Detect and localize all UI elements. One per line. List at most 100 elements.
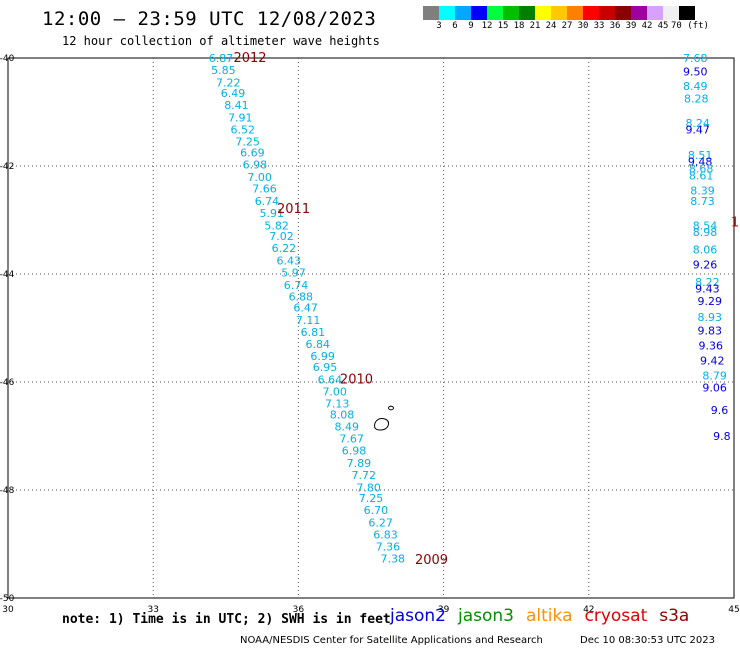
footnote: note: 1) Time is in UTC; 2) SWH is in fe…: [62, 612, 391, 627]
pass-time-label: 1: [731, 216, 739, 231]
wave-height-value: 8.93: [698, 311, 723, 324]
wave-height-value: 6.43: [276, 255, 301, 268]
wave-height-value: 8.61: [689, 170, 714, 183]
wave-height-value: 7.25: [359, 492, 384, 505]
wave-height-value: 6.84: [306, 338, 331, 351]
legend-label: 21: [529, 21, 541, 31]
latitude-tick-label: -46: [0, 378, 15, 388]
legend-label: 3: [436, 21, 442, 31]
wave-height-value: 7.38: [381, 553, 406, 566]
legend-label: 12: [481, 21, 493, 31]
wave-height-value: 8.73: [690, 195, 715, 208]
wave-height-value: 7.91: [228, 111, 253, 124]
legend-swatch: [631, 6, 647, 20]
wave-height-value: 9.50: [683, 66, 708, 79]
wave-height-value: 6.88: [289, 291, 314, 304]
latitude-tick-label: -44: [0, 270, 15, 280]
legend-swatch: [535, 6, 551, 20]
pass-time-label: 2010: [340, 372, 373, 387]
satellite-name: jason3: [458, 606, 514, 626]
wave-height-value: 6.87: [209, 52, 234, 65]
satellite-name: jason2: [390, 606, 446, 626]
wave-height-value: 6.81: [301, 326, 326, 339]
wave-height-value: 8.68: [689, 163, 714, 176]
island-outline: [374, 418, 390, 431]
longitude-tick-label: 33: [147, 605, 158, 615]
legend-swatch: [455, 6, 471, 20]
wave-height-value: 8.49: [335, 420, 360, 433]
wave-height-value: 7.13: [325, 398, 350, 411]
legend-label: 33: [593, 21, 605, 31]
wave-height-value: 9.83: [698, 325, 723, 338]
legend-label: 24: [545, 21, 557, 31]
island-outline: [388, 405, 394, 411]
wave-height-value: 9.43: [695, 283, 720, 296]
legend-label: 70 (ft): [671, 21, 709, 31]
wave-height-value: 8.24: [685, 117, 710, 130]
wave-height-value: 7.67: [339, 433, 364, 446]
legend-label: 30: [577, 21, 589, 31]
wave-height-value: 6.83: [373, 528, 398, 541]
wave-height-value: 6.52: [230, 123, 255, 136]
legend-labels: 3 6 9 12 15 18 21 24 27 30 33 36 39 42 45 70 (ft): [423, 20, 711, 32]
wave-height-value: 7.89: [347, 457, 372, 470]
pass-time-label: 2011: [277, 202, 310, 217]
legend-swatch: [439, 6, 455, 20]
latitude-tick-label: -42: [0, 162, 14, 172]
wave-height-value: 7.00: [247, 171, 272, 184]
wave-height-value: 8.79: [702, 370, 727, 383]
legend-label: 6: [452, 21, 458, 31]
legend-swatch: [663, 6, 679, 20]
pass-time-label: 2009: [415, 553, 448, 568]
latitude-tick-label: -50: [0, 594, 15, 604]
wave-height-value: 6.95: [313, 361, 338, 374]
wave-height-value: 6.64: [318, 373, 343, 386]
chart-title: 12:00 – 23:59 UTC 12/08/2023: [42, 8, 377, 30]
wave-height-value: 9.48: [688, 156, 713, 169]
longitude-tick-label: 42: [583, 605, 594, 615]
wave-height-value: 9.6: [711, 404, 729, 417]
legend-label: 27: [561, 21, 573, 31]
wave-height-value: 5.85: [211, 64, 236, 77]
legend-label: 18: [513, 21, 525, 31]
legend-label: 15: [497, 21, 509, 31]
legend-swatch: [471, 6, 487, 20]
wave-height-value: 6.98: [243, 158, 268, 171]
legend-swatch: [487, 6, 503, 20]
wave-height-value: 8.39: [690, 184, 715, 197]
legend-label: 45: [657, 21, 669, 31]
wave-height-value: 6.27: [368, 516, 393, 529]
wave-height-value: 9.29: [698, 295, 723, 308]
wave-height-value: 8.22: [695, 276, 720, 289]
credit-line: NOAA/NESDIS Center for Satellite Applica…: [240, 635, 543, 646]
longitude-tick-label: 36: [293, 605, 305, 615]
legend-swatches: [423, 6, 711, 20]
wave-height-value: 7.02: [269, 230, 294, 243]
wave-height-value: 6.69: [240, 147, 265, 160]
wave-height-value: 9.06: [702, 381, 727, 394]
wave-height-value: 7.80: [356, 481, 381, 494]
wave-height-value: 5.97: [281, 266, 306, 279]
wave-height-value: 8.41: [224, 99, 249, 112]
pass-time-label: 2012: [233, 51, 266, 66]
wave-height-value: 6.98: [342, 445, 367, 458]
longitude-tick-label: 30: [2, 605, 14, 615]
wave-height-value: 7.72: [351, 469, 376, 482]
legend-swatch: [551, 6, 567, 20]
legend-label: 9: [468, 21, 474, 31]
wave-height-value: 5.91: [260, 207, 285, 220]
wave-height-value: 6.47: [293, 301, 318, 314]
satellite-name: cryosat: [584, 606, 648, 626]
color-legend: 3 6 9 12 15 18 21 24 27 30 33 36 39 42 45 70 (ft): [423, 6, 711, 32]
legend-swatch: [503, 6, 519, 20]
wave-height-value: 6.49: [221, 87, 246, 100]
wave-height-value: 9.36: [699, 339, 724, 352]
latitude-tick-label: -48: [0, 486, 15, 496]
wave-height-value: 8.49: [683, 80, 708, 93]
wave-height-value: 9.8: [713, 430, 731, 443]
wave-height-value: 8.98: [693, 226, 718, 239]
longitude-tick-label: 45: [728, 605, 739, 615]
wave-height-value: 7.36: [376, 541, 401, 554]
wave-height-value: 6.99: [310, 350, 335, 363]
